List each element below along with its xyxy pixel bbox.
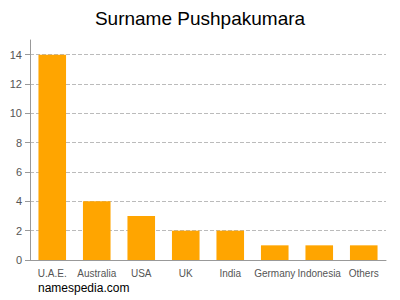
- svg-text:2: 2: [16, 225, 22, 237]
- svg-text:namespedia.com: namespedia.com: [38, 281, 129, 295]
- svg-text:4: 4: [16, 195, 22, 207]
- svg-text:Others: Others: [349, 268, 379, 279]
- svg-text:6: 6: [16, 166, 22, 178]
- svg-text:8: 8: [16, 137, 22, 149]
- svg-text:India: India: [219, 268, 241, 279]
- svg-text:10: 10: [10, 107, 22, 119]
- svg-text:0: 0: [16, 254, 22, 266]
- svg-text:Indonesia: Indonesia: [298, 268, 342, 279]
- svg-text:Germany: Germany: [254, 268, 295, 279]
- svg-text:14: 14: [10, 49, 22, 61]
- svg-text:USA: USA: [131, 268, 152, 279]
- svg-text:UK: UK: [179, 268, 193, 279]
- svg-text:U.A.E.: U.A.E.: [38, 268, 67, 279]
- svg-text:Australia: Australia: [77, 268, 116, 279]
- svg-text:Surname Pushpakumara: Surname Pushpakumara: [95, 8, 306, 29]
- svg-text:12: 12: [10, 78, 22, 90]
